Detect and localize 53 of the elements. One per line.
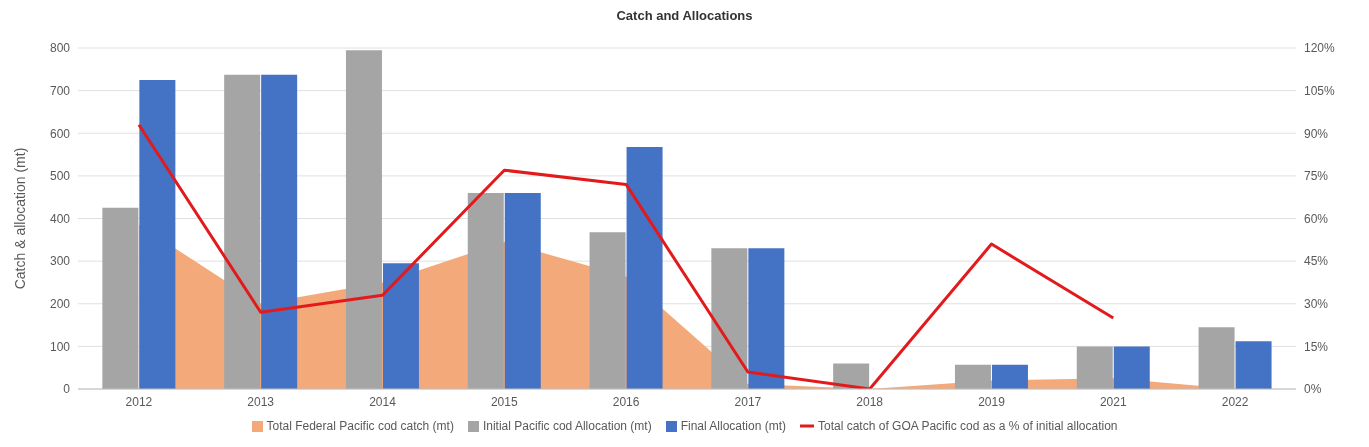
- bar: [1198, 327, 1235, 389]
- y2-tick-label: 45%: [1304, 254, 1329, 269]
- legend-label: Initial Pacific cod Allocation (mt): [482, 419, 652, 433]
- bar: [1113, 346, 1150, 389]
- bar: [1235, 341, 1272, 389]
- y-axis-title: Catch & allocation (mt): [11, 147, 28, 290]
- y2-tick-label: 120%: [1304, 41, 1336, 56]
- y-tick-label: 200: [49, 297, 71, 312]
- bar: [748, 248, 785, 389]
- bar: [1076, 346, 1113, 389]
- y-tick-label: 300: [49, 254, 71, 269]
- x-tick-label: 2021: [1099, 394, 1127, 409]
- y2-tick-label: 30%: [1304, 297, 1329, 312]
- bar: [139, 79, 176, 389]
- legend-label: Total catch of GOA Pacific cod as a % of initial allocation: [818, 419, 1118, 433]
- bar: [954, 364, 991, 389]
- y2-tick-label: 15%: [1304, 339, 1329, 354]
- chart-title: Catch and Allocations: [615, 8, 754, 25]
- y-tick-label: 800: [49, 41, 71, 56]
- bar: [261, 74, 298, 389]
- bar: [382, 263, 419, 389]
- bar: [504, 192, 541, 389]
- x-tick-label: 2022: [1221, 394, 1249, 409]
- legend-label: Total Federal Pacific cod catch (mt): [266, 419, 454, 433]
- x-tick-label: 2016: [612, 394, 640, 409]
- y-tick-label: 0: [63, 382, 71, 397]
- legend-label: Final Allocation (mt): [680, 419, 787, 433]
- y-tick-label: 700: [49, 83, 71, 98]
- x-tick-label: 2015: [490, 394, 518, 409]
- y2-tick-label: 90%: [1304, 126, 1329, 141]
- bar: [224, 74, 261, 389]
- y2-tick-label: 75%: [1304, 169, 1329, 184]
- x-tick-label: 2014: [369, 394, 397, 409]
- bar: [345, 50, 382, 389]
- y2-tick-label: 105%: [1304, 83, 1336, 98]
- bar: [991, 364, 1028, 389]
- y2-tick-label: 60%: [1304, 211, 1329, 226]
- y-tick-label: 400: [49, 211, 71, 226]
- bar: [102, 207, 139, 389]
- x-tick-label: 2018: [856, 394, 884, 409]
- bar: [589, 232, 626, 389]
- y2-tick-label: 0%: [1304, 382, 1322, 397]
- y-tick-label: 600: [49, 126, 71, 141]
- x-tick-label: 2012: [125, 394, 153, 409]
- bar: [626, 146, 663, 389]
- y-tick-label: 500: [49, 169, 71, 184]
- x-tick-label: 2019: [978, 394, 1006, 409]
- x-tick-label: 2013: [247, 394, 275, 409]
- x-tick-label: 2017: [734, 394, 762, 409]
- line-series: [137, 123, 1115, 389]
- bar: [711, 248, 748, 389]
- bar: [467, 192, 504, 389]
- y-tick-label: 100: [49, 339, 71, 354]
